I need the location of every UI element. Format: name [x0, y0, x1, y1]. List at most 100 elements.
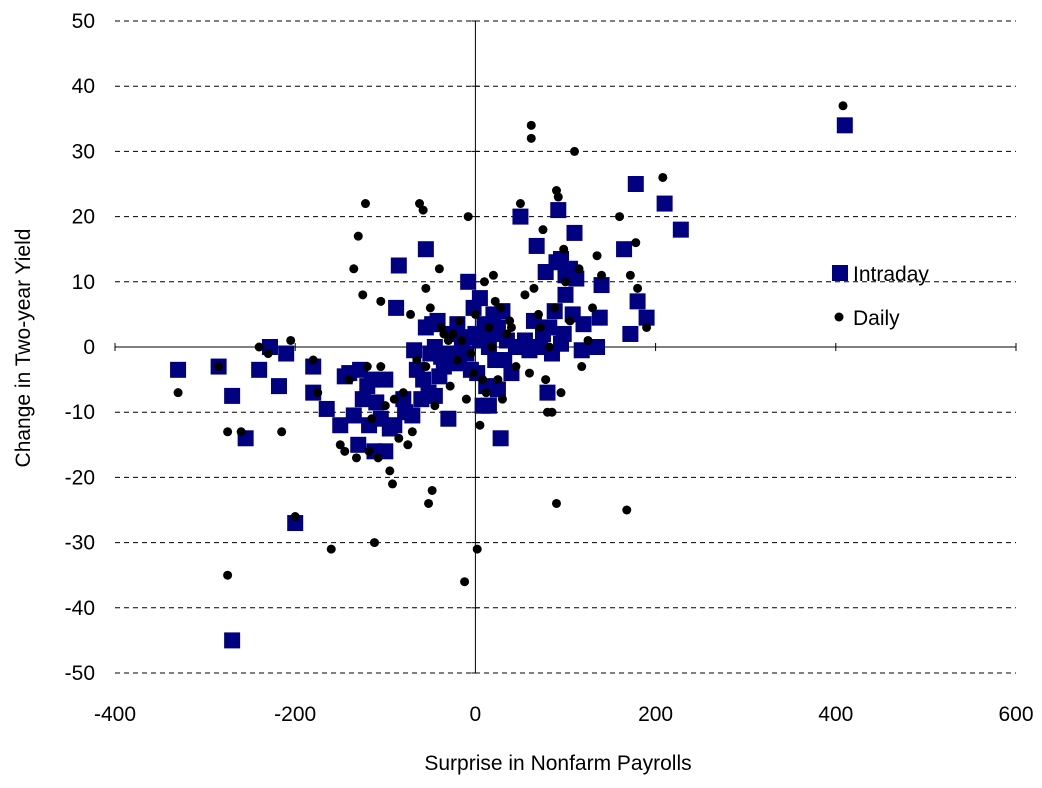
daily-point — [236, 427, 246, 437]
daily-point — [362, 362, 372, 372]
daily-point — [460, 577, 470, 587]
intraday-point — [836, 117, 853, 134]
intraday-point — [224, 387, 241, 404]
data-points — [170, 101, 853, 649]
daily-point — [631, 238, 641, 248]
daily-point — [502, 329, 512, 339]
daily-point — [469, 368, 479, 378]
daily-point — [385, 466, 395, 476]
intraday-point — [480, 397, 497, 414]
intraday-point — [224, 632, 241, 649]
daily-point — [633, 283, 643, 293]
daily-point — [349, 264, 359, 274]
daily-point — [313, 388, 323, 398]
intraday-point — [471, 290, 488, 307]
daily-point — [472, 544, 482, 554]
daily-point — [533, 309, 543, 319]
daily-point — [389, 394, 399, 404]
daily-point — [547, 407, 557, 417]
daily-point — [497, 394, 507, 404]
y-tick-label: -20 — [65, 466, 95, 489]
daily-point — [511, 362, 521, 372]
intraday-point — [404, 407, 421, 424]
daily-point — [430, 401, 440, 411]
intraday-point — [589, 339, 606, 355]
daily-point — [526, 120, 536, 130]
daily-point — [470, 309, 480, 319]
intraday-point — [629, 293, 646, 310]
daily-point — [475, 420, 485, 430]
intraday-point — [386, 417, 403, 434]
daily-point — [625, 270, 635, 280]
daily-point — [553, 192, 563, 202]
daily-point — [544, 342, 554, 352]
intraday-point — [318, 400, 335, 417]
daily-point — [583, 335, 593, 345]
intraday-point — [270, 378, 287, 395]
daily-point — [452, 355, 462, 365]
intraday-point — [489, 319, 506, 336]
daily-point — [376, 296, 386, 306]
daily-point — [592, 251, 602, 261]
y-tick-label: 10 — [72, 271, 95, 294]
intraday-point — [435, 358, 452, 375]
legend-daily-marker — [834, 312, 844, 322]
daily-point — [570, 146, 580, 156]
intraday-point — [539, 384, 556, 401]
daily-point — [615, 212, 625, 222]
daily-point — [463, 212, 473, 222]
daily-point — [254, 342, 264, 352]
intraday-point — [390, 257, 407, 274]
daily-point — [214, 362, 224, 372]
intraday-point — [512, 208, 529, 225]
intraday-point — [415, 371, 432, 388]
daily-point — [340, 446, 350, 456]
daily-point — [541, 375, 551, 385]
intraday-point — [656, 195, 673, 212]
intraday-point — [573, 342, 590, 359]
daily-point — [526, 133, 536, 143]
x-tick-label: 400 — [818, 703, 853, 726]
daily-point — [263, 349, 273, 359]
intraday-point — [672, 221, 689, 238]
daily-point — [290, 512, 300, 522]
y-tick-label: -40 — [65, 597, 95, 620]
intraday-point — [363, 371, 380, 388]
daily-point — [351, 453, 361, 463]
intraday-point — [550, 202, 567, 219]
intraday-point — [406, 342, 423, 359]
intraday-point — [638, 309, 655, 326]
intraday-point — [345, 407, 362, 424]
legend-intraday-label: Intraday — [853, 263, 929, 286]
y-tick-label: -30 — [65, 532, 95, 555]
daily-point — [394, 433, 404, 443]
daily-point — [388, 479, 398, 489]
y-tick-label: 20 — [72, 206, 95, 229]
intraday-point — [575, 316, 592, 333]
intraday-point — [492, 430, 509, 447]
daily-point — [412, 355, 422, 365]
daily-point — [424, 498, 434, 508]
intraday-point — [555, 325, 572, 342]
intraday-point — [541, 319, 558, 336]
intraday-point — [350, 436, 367, 453]
intraday-point — [251, 361, 268, 378]
daily-point — [406, 309, 416, 319]
daily-point — [488, 270, 498, 280]
daily-point — [577, 362, 587, 372]
daily-point — [398, 388, 408, 398]
y-axis-title: Change in Two-year Yield — [12, 229, 35, 468]
x-tick-label: -400 — [94, 703, 136, 726]
daily-point — [466, 349, 476, 359]
daily-point — [434, 264, 444, 274]
y-tick-label: 30 — [72, 140, 95, 163]
daily-point — [448, 329, 458, 339]
daily-point — [443, 335, 453, 345]
daily-point — [421, 362, 431, 372]
intraday-point — [426, 387, 443, 404]
daily-point — [490, 296, 500, 306]
intraday-point — [388, 299, 405, 316]
intraday-point — [460, 273, 477, 290]
